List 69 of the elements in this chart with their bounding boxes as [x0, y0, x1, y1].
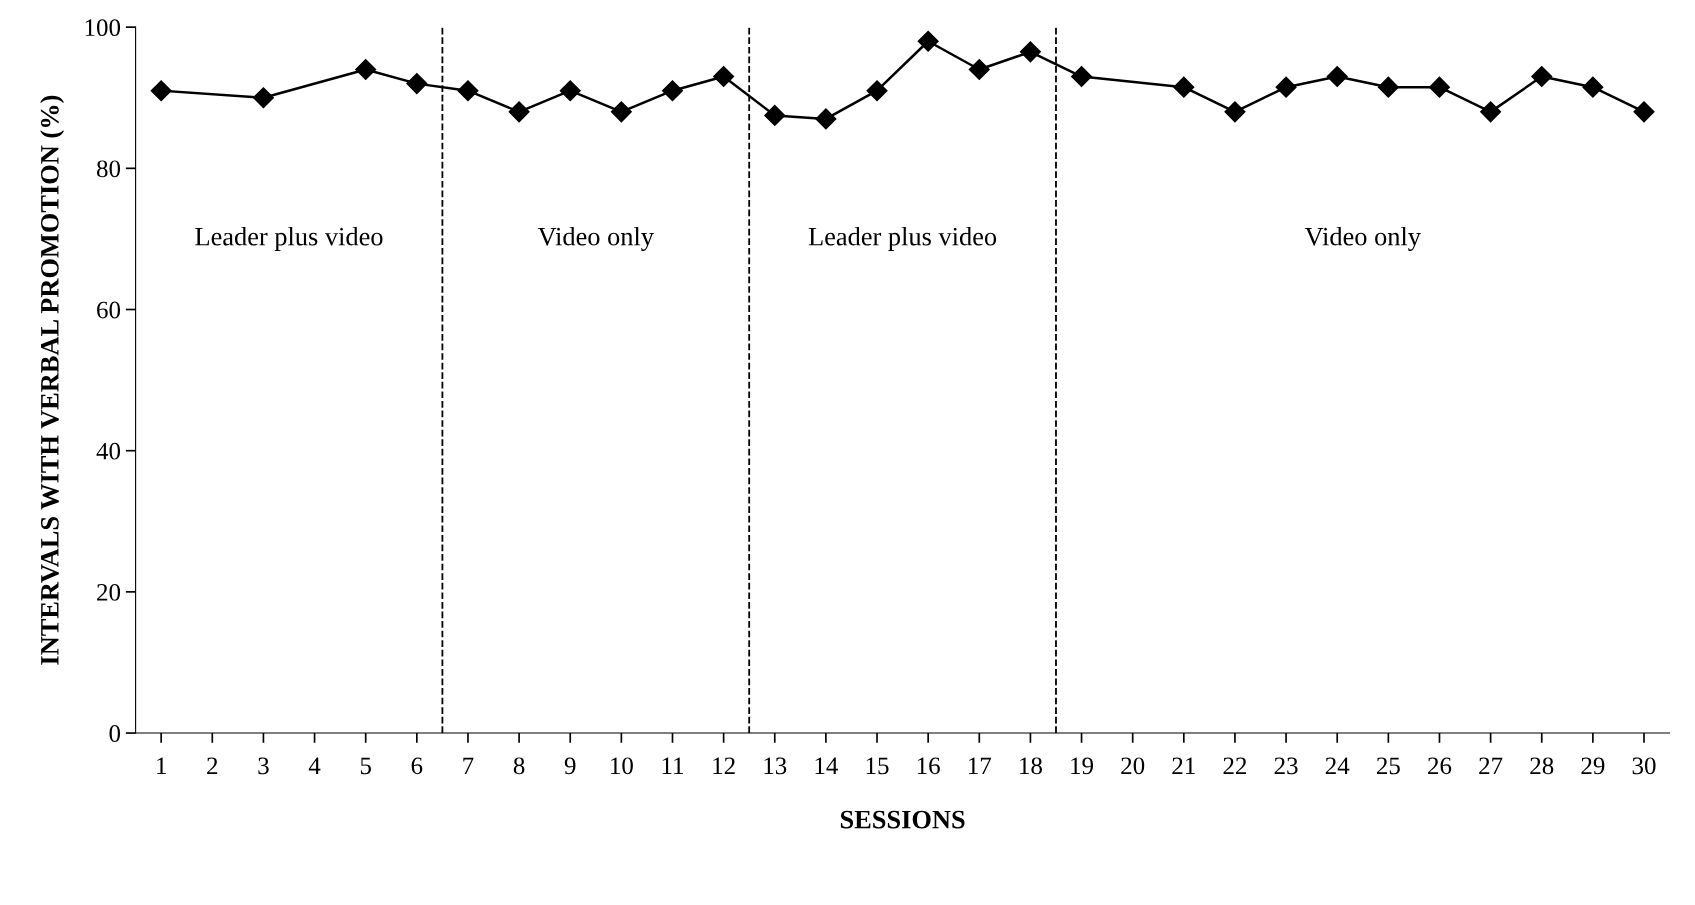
point	[1377, 76, 1399, 98]
y-tick-label: 20	[97, 583, 121, 601]
point	[1480, 101, 1502, 123]
x-tick-label: 16	[917, 757, 940, 775]
x-tick-label: 6	[411, 757, 423, 775]
point	[866, 80, 888, 102]
point	[1173, 76, 1195, 98]
x-tick-label: 17	[968, 757, 992, 775]
x-tick-label: 1	[157, 757, 166, 775]
point	[1633, 101, 1655, 123]
x-tick-label: 11	[662, 757, 684, 775]
point	[764, 104, 786, 126]
point	[355, 58, 377, 81]
point	[1531, 66, 1553, 88]
point	[1326, 66, 1348, 88]
x-tick-label: 3	[258, 757, 269, 775]
point	[1582, 76, 1604, 98]
x-tick-label: 22	[1223, 757, 1247, 775]
point	[1428, 76, 1450, 98]
x-tick-label: 15	[866, 757, 889, 775]
point	[252, 87, 274, 109]
y-tick-label: 80	[96, 160, 121, 178]
x-tick-label: 2	[207, 757, 218, 775]
x-tick-label: 28	[1530, 757, 1554, 775]
y-axis-title: INTERVALS WITH VERBAL PROMOTION (%)	[40, 95, 65, 665]
x-tick-label: 24	[1325, 757, 1350, 775]
x-tick-label: 23	[1274, 757, 1298, 775]
point	[1071, 66, 1093, 88]
y-tick-label: 0	[109, 725, 121, 742]
x-tick-label: 7	[463, 757, 474, 775]
x-tick-label: 10	[611, 757, 633, 775]
y-tick-label: 60	[97, 301, 121, 319]
y-tick-label: 40	[96, 442, 121, 460]
x-tick-label: 19	[1071, 757, 1094, 775]
x-tick-label: 4	[308, 757, 321, 775]
x-tick-label: 12	[713, 757, 735, 775]
x-tick-label: 18	[1020, 757, 1042, 775]
x-tick-label: 14	[815, 757, 838, 775]
x-tick-label: 30	[1632, 757, 1656, 775]
point	[815, 108, 837, 130]
annotation: Leader plus video	[808, 226, 997, 251]
point	[713, 66, 735, 88]
point	[661, 80, 684, 102]
point	[610, 101, 632, 123]
point	[508, 101, 530, 123]
point	[917, 30, 939, 52]
point	[1019, 41, 1041, 63]
point	[150, 80, 172, 102]
point	[1275, 76, 1297, 98]
x-tick-label: 27	[1479, 757, 1503, 775]
x-tick-label: 26	[1428, 757, 1452, 775]
x-tick-label: 20	[1121, 757, 1145, 775]
annotation: Video only	[1304, 226, 1421, 251]
point	[457, 80, 479, 102]
y-tick-label: 100	[85, 19, 121, 37]
x-tick-label: 29	[1581, 757, 1605, 775]
x-tick-label: 13	[764, 757, 787, 775]
point	[1224, 101, 1246, 123]
x-tick-label: 21	[1172, 757, 1195, 775]
x-axis-title: SESSIONS	[840, 810, 965, 829]
x-tick-label: 5	[360, 757, 371, 775]
x-tick-label: 25	[1376, 757, 1400, 775]
x-tick-label: 8	[513, 757, 525, 775]
annotation: Video only	[537, 226, 654, 251]
x-tick-label: 9	[564, 757, 576, 775]
point	[406, 73, 428, 95]
annotation: Leader plus video	[195, 226, 383, 251]
point	[968, 58, 990, 81]
point	[559, 80, 581, 102]
